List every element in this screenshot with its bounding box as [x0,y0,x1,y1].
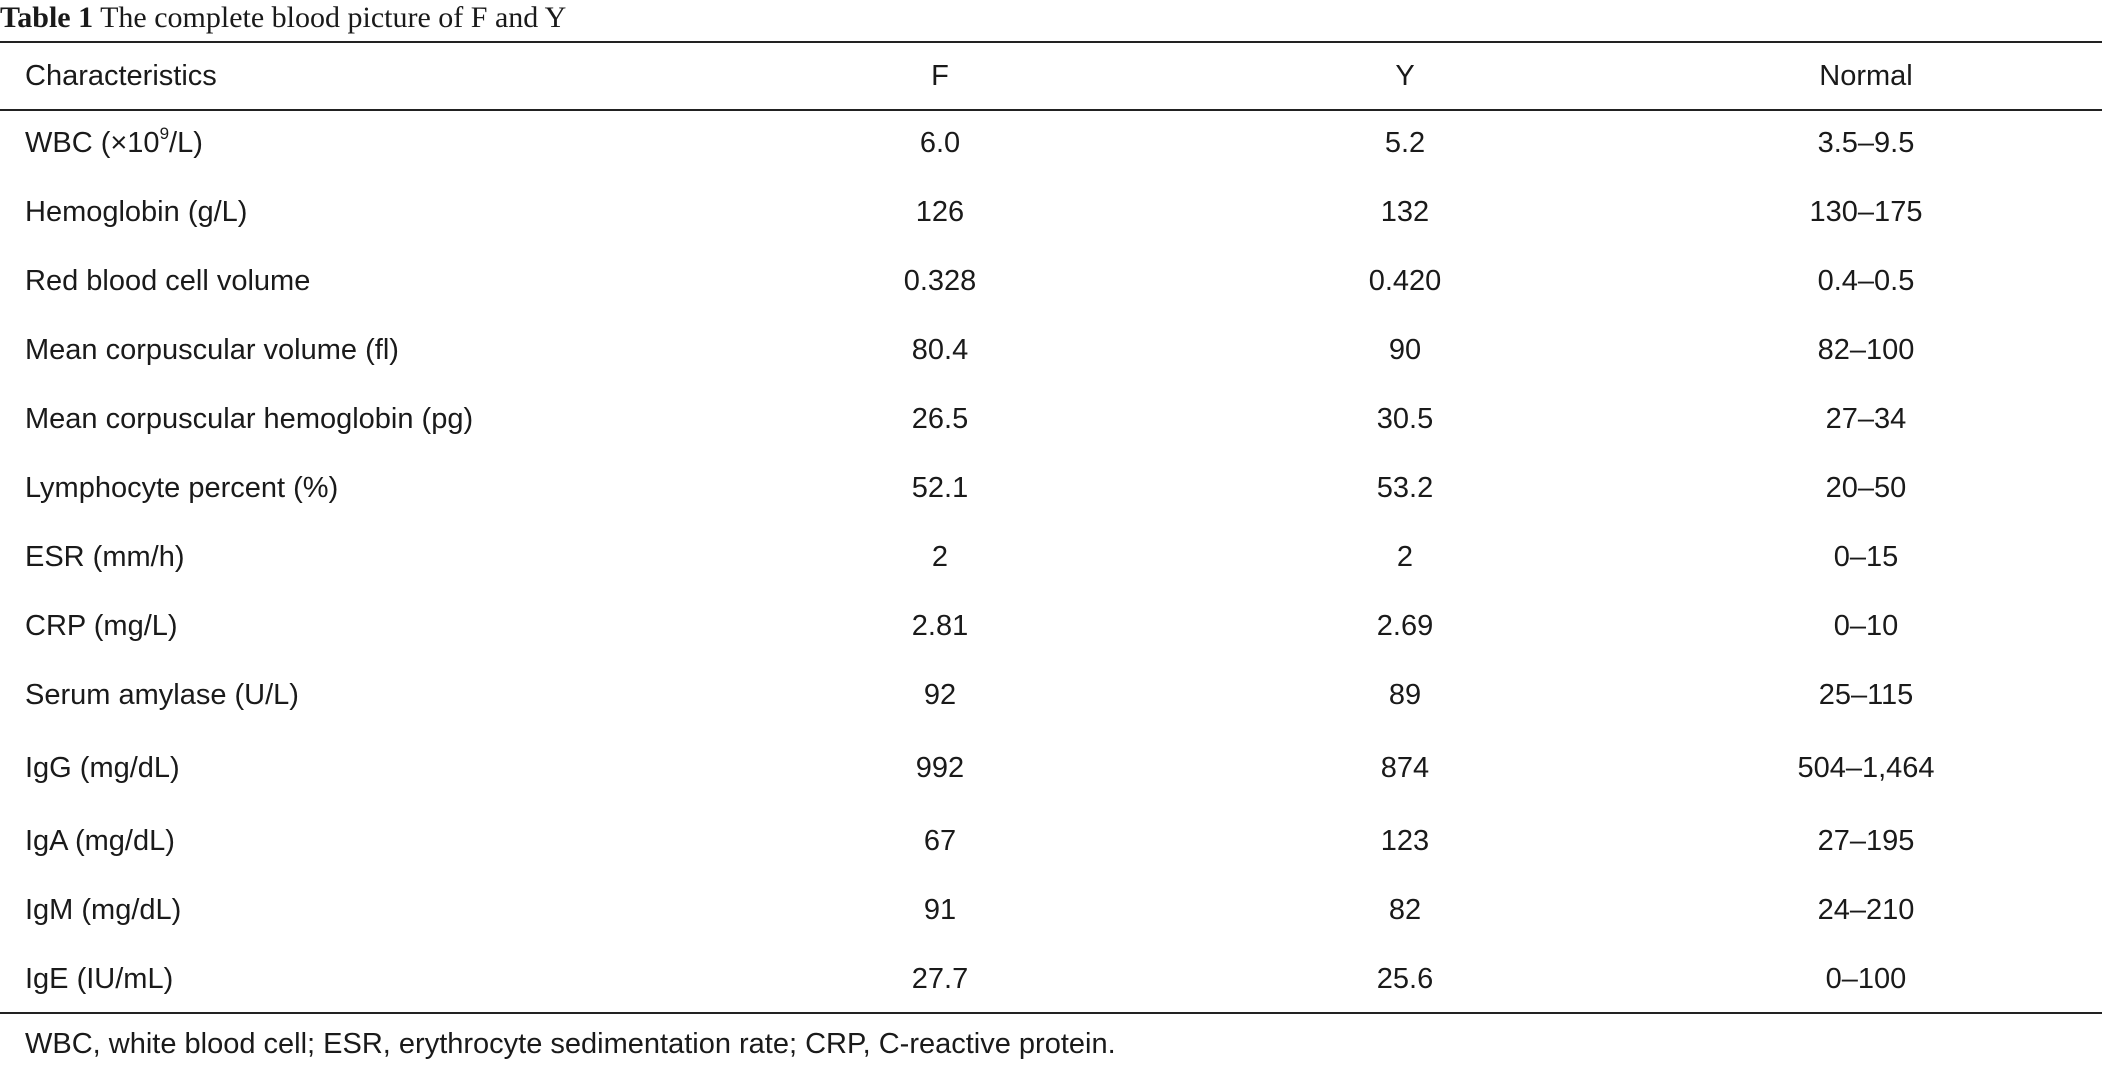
cell-normal: 130–175 [1809,196,1923,228]
row-label: IgE (IU/mL) [25,963,174,995]
cell-normal: 0–10 [1833,610,1899,642]
cell-f: 0.328 [903,265,977,297]
table-row: IgE (IU/mL) 27.7 25.6 0–100 [0,945,2102,1014]
row-label: Red blood cell volume [25,265,311,297]
table-top-rule [0,41,2102,43]
cell-f: 52.1 [911,472,969,504]
cell-y: 25.6 [1376,963,1434,995]
cell-normal: 82–100 [1817,334,1915,366]
cell-f: 91 [923,894,957,926]
table-footnote: WBC, white blood cell; ESR, erythrocyte … [25,1028,1116,1060]
header-f: F [931,59,949,92]
cell-normal: 3.5–9.5 [1817,127,1915,159]
cell-y: 2.69 [1376,610,1434,642]
table-caption: Table 1 The complete blood picture of F … [0,2,566,38]
cell-normal: 20–50 [1825,472,1907,504]
row-label: Serum amylase (U/L) [25,679,299,711]
table-row: WBC (×109/L) 6.0 5.2 3.5–9.5 [0,109,2102,178]
cell-normal: 0–15 [1833,541,1899,573]
cell-y: 874 [1380,752,1430,784]
table-row: Serum amylase (U/L) 92 89 25–115 [0,661,2102,730]
cell-y: 30.5 [1376,403,1434,435]
cell-f: 27.7 [911,963,969,995]
row-label: IgG (mg/dL) [25,752,180,784]
row-label-superscript: 9 [159,124,170,143]
cell-f: 67 [923,825,957,857]
blood-picture-table: Characteristics F Y Normal WBC (×109/L) … [0,43,2102,1014]
row-label: CRP (mg/L) [25,610,178,642]
table-row: Mean corpuscular hemoglobin (pg) 26.5 30… [0,385,2102,454]
row-label: IgA (mg/dL) [25,825,175,857]
cell-f: 26.5 [911,403,969,435]
row-label: Lymphocyte percent (%) [25,472,339,504]
table-row: Hemoglobin (g/L) 126 132 130–175 [0,178,2102,247]
cell-f: 92 [923,679,957,711]
cell-y: 90 [1388,334,1422,366]
table-row: IgM (mg/dL) 91 82 24–210 [0,876,2102,945]
cell-normal: 0.4–0.5 [1817,265,1915,297]
row-label: Mean corpuscular volume (fl) [25,334,399,366]
cell-y: 53.2 [1376,472,1434,504]
row-label: WBC (×109/L) [0,109,700,178]
table-row: Mean corpuscular volume (fl) 80.4 90 82–… [0,316,2102,385]
row-label: ESR (mm/h) [25,541,185,573]
cell-y: 5.2 [1384,127,1426,159]
cell-normal: 25–115 [1818,679,1914,711]
table-bottom-rule [0,1012,2102,1014]
cell-f: 2.81 [911,610,969,642]
table-row: Lymphocyte percent (%) 52.1 53.2 20–50 [0,454,2102,523]
cell-y: 82 [1388,894,1422,926]
cell-y: 0.420 [1368,265,1442,297]
cell-f: 6.0 [919,127,961,159]
table-row: ESR (mm/h) 2 2 0–15 [0,523,2102,592]
cell-f: 80.4 [911,334,969,366]
cell-y: 123 [1380,825,1430,857]
row-label: Hemoglobin (g/L) [25,196,248,228]
table-caption-title: The complete blood picture of F and Y [100,1,567,34]
row-label: Mean corpuscular hemoglobin (pg) [25,403,474,435]
table-row: IgA (mg/dL) 67 123 27–195 [0,807,2102,876]
cell-y: 132 [1380,196,1430,228]
cell-normal: 504–1,464 [1797,752,1935,784]
table-header-rule [0,109,2102,111]
table-caption-label: Table 1 [0,1,94,34]
table-row: Red blood cell volume 0.328 0.420 0.4–0.… [0,247,2102,316]
cell-normal: 27–34 [1825,403,1907,435]
cell-normal: 24–210 [1817,894,1915,926]
header-y: Y [1395,59,1415,92]
cell-f: 126 [915,196,965,228]
cell-normal: 27–195 [1817,825,1915,857]
cell-y: 89 [1388,679,1422,711]
cell-f: 992 [915,752,965,784]
row-label: IgM (mg/dL) [25,894,182,926]
table-row: CRP (mg/L) 2.81 2.69 0–10 [0,592,2102,661]
header-characteristics: Characteristics [25,59,217,92]
table-header-row: Characteristics F Y Normal [0,43,2102,109]
row-label-unit: /L) [169,127,203,159]
cell-f: 2 [931,541,949,573]
header-normal: Normal [1819,59,1913,92]
cell-normal: 0–100 [1825,963,1907,995]
table-row: IgG (mg/dL) 992 874 504–1,464 [0,730,2102,807]
row-label-text: WBC (×10 [25,127,160,159]
cell-y: 2 [1396,541,1414,573]
